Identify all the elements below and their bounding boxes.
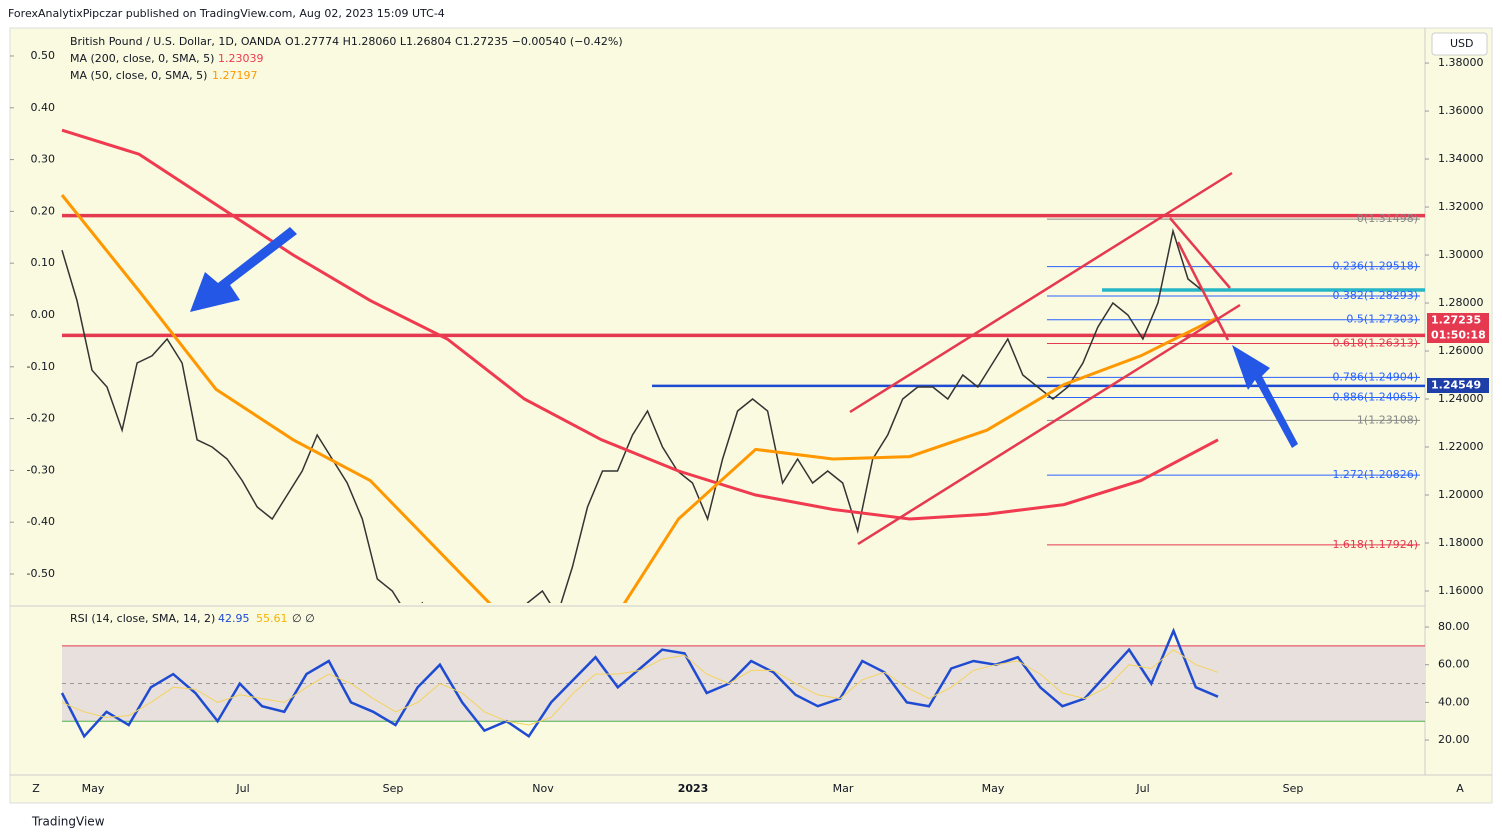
left-tick-label: 0.00 xyxy=(31,308,56,321)
time-label: May xyxy=(82,782,105,795)
trendline xyxy=(849,171,1233,414)
footer-brand: TradingView xyxy=(31,815,105,829)
legend-ma200: MA (200, close, 0, SMA, 5) xyxy=(70,52,214,65)
trendline xyxy=(1176,241,1230,341)
last-price-tag-bg xyxy=(1427,313,1489,328)
fib-label: 1(1.23108) xyxy=(1357,413,1418,426)
left-tick-label: 0.50 xyxy=(31,49,56,62)
fib-label: 1.618(1.17924) xyxy=(1332,538,1418,551)
trendline xyxy=(857,303,1241,546)
price-tick-label: 1.16000 xyxy=(1438,584,1484,597)
left-tick-label: -0.40 xyxy=(27,515,55,528)
level-tag: 1.24549 xyxy=(1431,379,1481,392)
legend-ma200-value: 1.23039 xyxy=(218,52,264,65)
time-label: May xyxy=(982,782,1005,795)
legend-rsi-value: 42.95 xyxy=(218,612,250,625)
left-tick-label: 0.30 xyxy=(31,153,56,166)
currency[interactable]: USD xyxy=(1450,37,1474,50)
fib-label: 0.5(1.27303) xyxy=(1346,313,1418,326)
legend-rsi-extra: ∅ ∅ xyxy=(292,612,315,625)
currency-button[interactable] xyxy=(1431,32,1488,56)
legend-ma50: MA (50, close, 0, SMA, 5) xyxy=(70,69,207,82)
rsi-tick-label: 60.00 xyxy=(1438,658,1470,671)
fib-label: 1.272(1.20826) xyxy=(1332,468,1418,481)
price-tick-label: 1.36000 xyxy=(1438,104,1484,117)
auto-button[interactable]: A xyxy=(1456,782,1464,795)
left-tick-label: -0.50 xyxy=(27,567,55,580)
price-tick-label: 1.18000 xyxy=(1438,536,1484,549)
fib-label: 0.382(1.28293) xyxy=(1332,289,1418,302)
left-tick-label: -0.10 xyxy=(27,360,55,373)
time-label: Mar xyxy=(833,782,854,795)
legend-rsi: RSI (14, close, SMA, 14, 2) xyxy=(70,612,215,625)
rsi-tick-label: 40.00 xyxy=(1438,695,1470,708)
price-tick-label: 1.30000 xyxy=(1438,248,1484,261)
fib-label: 0.886(1.24065) xyxy=(1332,390,1418,403)
time-label: Jul xyxy=(1135,782,1149,795)
left-tick-label: -0.20 xyxy=(27,412,55,425)
price-tick-label: 1.38000 xyxy=(1438,56,1484,69)
time-label: Jul xyxy=(235,782,249,795)
rsi-tick-label: 20.00 xyxy=(1438,733,1470,746)
price-tick-label: 1.34000 xyxy=(1438,152,1484,165)
rsi-line xyxy=(60,627,1219,739)
time-label: Sep xyxy=(1283,782,1304,795)
level-tag-bg xyxy=(1427,378,1489,393)
fib-label: 0(1.31498) xyxy=(1357,212,1418,225)
zoom-button[interactable]: Z xyxy=(32,782,40,795)
published-note: ForexAnalytixPipczar published on Tradin… xyxy=(8,7,445,20)
left-tick-label: 0.20 xyxy=(31,204,56,217)
legend-ma50-value: 1.27197 xyxy=(212,69,258,82)
left-tick-label: -0.30 xyxy=(27,463,55,476)
last-price-tag: 1.27235 xyxy=(1431,314,1481,327)
fib-label: 0.236(1.29518) xyxy=(1332,260,1418,273)
rsi-ma-line xyxy=(61,649,1219,726)
price-tick-label: 1.24000 xyxy=(1438,392,1484,405)
price-tick-label: 1.32000 xyxy=(1438,200,1484,213)
legend-ohlc: O1.27774 H1.28060 L1.26804 C1.27235 −0.0… xyxy=(285,35,623,48)
arrow xyxy=(1232,345,1298,448)
legend-rsi-ma-value: 55.61 xyxy=(256,612,288,625)
countdown-tag-bg xyxy=(1427,328,1489,343)
fib-label: 0.786(1.24904) xyxy=(1332,370,1418,383)
legend-symbol: British Pound / U.S. Dollar, 1D, OANDA xyxy=(70,35,281,48)
countdown-tag: 01:50:18 xyxy=(1431,329,1486,342)
time-label: 2023 xyxy=(678,782,709,795)
price-tick-label: 1.20000 xyxy=(1438,488,1484,501)
price-tick-label: 1.22000 xyxy=(1438,440,1484,453)
price-tick-label: 1.26000 xyxy=(1438,344,1484,357)
ma50-line xyxy=(60,194,1219,603)
rsi-tick-label: 80.00 xyxy=(1438,620,1470,633)
fib-label: 0.618(1.26313) xyxy=(1332,337,1418,350)
price-line xyxy=(61,228,1219,603)
time-label: Sep xyxy=(383,782,404,795)
trendline xyxy=(1169,217,1231,289)
ma200-line xyxy=(61,128,1219,521)
left-tick-label: 0.40 xyxy=(31,101,56,114)
price-tick-label: 1.28000 xyxy=(1438,296,1484,309)
arrow xyxy=(190,227,297,312)
left-tick-label: 0.10 xyxy=(31,256,56,269)
time-label: Nov xyxy=(532,782,554,795)
